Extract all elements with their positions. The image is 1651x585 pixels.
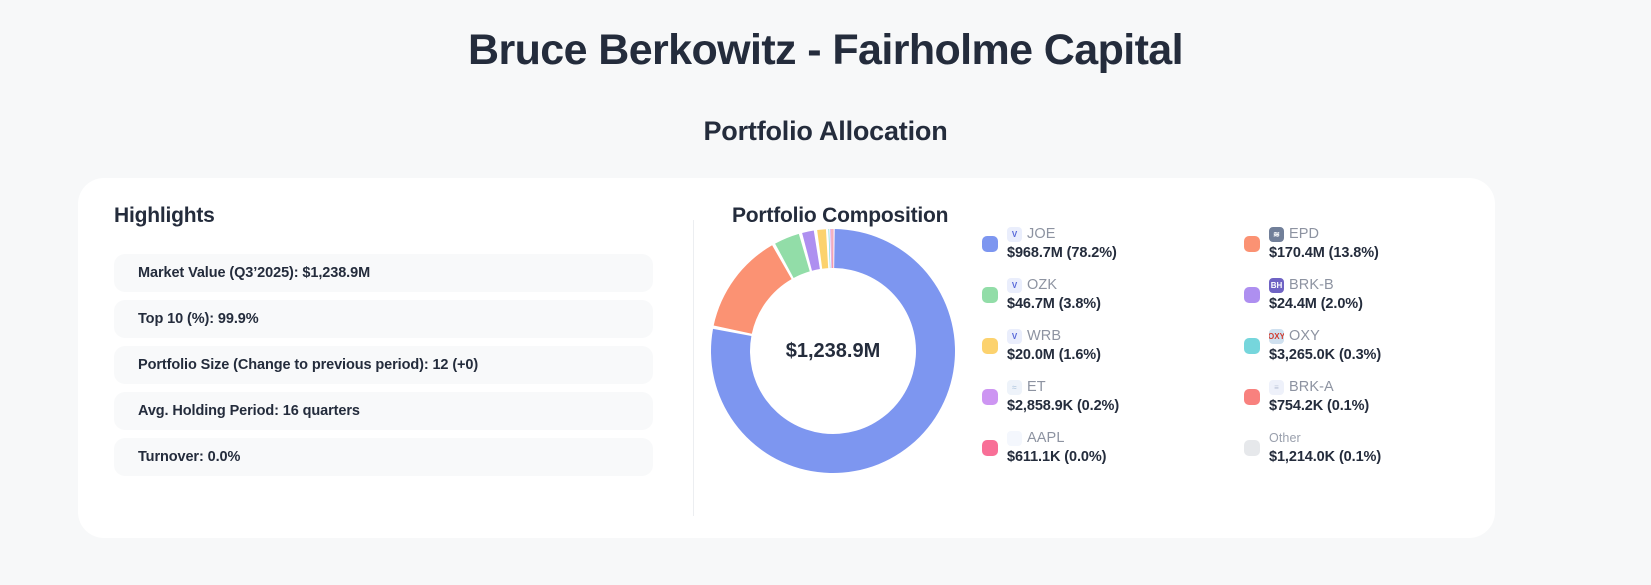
legend-ticker-label: Other [1269, 431, 1301, 445]
legend-value-label: $1,214.0K (0.1%) [1269, 449, 1382, 465]
legend-value-label: $3,265.0K (0.3%) [1269, 347, 1382, 363]
legend-value-label: $46.7M (3.8%) [1007, 296, 1101, 312]
legend-value-label: $20.0M (1.6%) [1007, 347, 1101, 363]
legend-item-ozk[interactable]: V OZK $46.7M (3.8%) [982, 275, 1240, 326]
et-logo-icon: ≈ [1007, 379, 1022, 395]
highlight-row: Turnover: 0.0% [114, 438, 653, 476]
legend-text: V OZK $46.7M (3.8%) [1007, 275, 1101, 312]
legend-item-aapl[interactable]: AAPL $611.1K (0.0%) [982, 428, 1240, 479]
legend-swatch [1244, 389, 1260, 405]
joe-logo-icon: V [1007, 226, 1022, 242]
legend-text: AAPL $611.1K (0.0%) [1007, 428, 1106, 465]
legend-item-wrb[interactable]: V WRB $20.0M (1.6%) [982, 326, 1240, 377]
legend-swatch [982, 389, 998, 405]
legend-text: ≡ BRK-A $754.2K (0.1%) [1269, 377, 1369, 414]
legend-ticker-row: V OZK [1007, 275, 1101, 295]
legend-ticker-row: BH BRK-B [1269, 275, 1363, 295]
legend-ticker-label: OXY [1289, 328, 1320, 344]
legend-ticker-row: Other [1269, 428, 1381, 448]
donut-segment-et[interactable] [830, 229, 832, 269]
legend-text: Other $1,214.0K (0.1%) [1269, 428, 1381, 465]
legend-text: V WRB $20.0M (1.6%) [1007, 326, 1101, 363]
donut-segment-brk-a[interactable] [831, 229, 833, 269]
donut-segment-epd[interactable] [713, 245, 792, 334]
legend-swatch [1244, 338, 1260, 354]
composition-panel: Portfolio Composition $1,238.9M V JOE $968… [694, 178, 1495, 538]
composition-heading: Portfolio Composition [732, 204, 949, 227]
ozk-logo-icon: V [1007, 277, 1022, 293]
legend-swatch [1244, 287, 1260, 303]
highlight-row: Portfolio Size (Change to previous perio… [114, 346, 653, 384]
wrb-logo-icon: V [1007, 328, 1022, 344]
legend-ticker-row: V WRB [1007, 326, 1101, 346]
highlight-row: Top 10 (%): 99.9% [114, 300, 653, 338]
legend-ticker-row: V JOE [1007, 224, 1117, 244]
legend-value-label: $2,858.9K (0.2%) [1007, 398, 1120, 414]
highlight-row: Avg. Holding Period: 16 quarters [114, 392, 653, 430]
legend-value-label: $968.7M (78.2%) [1007, 245, 1117, 261]
legend-text: ≈ ET $2,858.9K (0.2%) [1007, 377, 1119, 414]
legend-ticker-row: ≡ BRK-A [1269, 377, 1369, 397]
legend-ticker-label: BRK-A [1289, 379, 1334, 395]
legend-swatch [982, 338, 998, 354]
legend-ticker-label: AAPL [1027, 430, 1065, 446]
brkb-logo-icon: BH [1269, 277, 1284, 293]
legend-item-joe[interactable]: V JOE $968.7M (78.2%) [982, 224, 1240, 275]
highlight-row: Market Value (Q3’2025): $1,238.9M [114, 254, 653, 292]
legend-item-oxy[interactable]: OXY OXY $3,265.0K (0.3%) [1244, 326, 1502, 377]
legend-text: OXY OXY $3,265.0K (0.3%) [1269, 326, 1381, 363]
page-title: Bruce Berkowitz - Fairholme Capital [468, 26, 1184, 74]
legend-ticker-label: JOE [1027, 226, 1056, 242]
donut-chart-svg [711, 229, 955, 473]
donut-segment-joe[interactable] [711, 229, 955, 473]
legend-ticker-row: ≋ EPD [1269, 224, 1379, 244]
highlights-heading: Highlights [114, 204, 215, 227]
legend-ticker-row: ≈ ET [1007, 377, 1119, 397]
highlights-panel: Highlights Market Value (Q3’2025): $1,23… [78, 178, 693, 538]
legend-item-et[interactable]: ≈ ET $2,858.9K (0.2%) [982, 377, 1240, 428]
legend-text: BH BRK-B $24.4M (2.0%) [1269, 275, 1363, 312]
legend-ticker-row: OXY OXY [1269, 326, 1381, 346]
legend-swatch [1244, 440, 1260, 456]
legend-item-other[interactable]: Other $1,214.0K (0.1%) [1244, 428, 1502, 479]
highlights-list: Market Value (Q3’2025): $1,238.9M Top 10 … [114, 254, 653, 476]
legend-value-label: $24.4M (2.0%) [1269, 296, 1363, 312]
legend-item-epd[interactable]: ≋ EPD $170.4M (13.8%) [1244, 224, 1502, 275]
legend-text: V JOE $968.7M (78.2%) [1007, 224, 1117, 261]
brka-logo-icon: ≡ [1269, 379, 1284, 395]
legend-text: ≋ EPD $170.4M (13.8%) [1269, 224, 1379, 261]
legend-item-brk-a[interactable]: ≡ BRK-A $754.2K (0.1%) [1244, 377, 1502, 428]
legend-value-label: $611.1K (0.0%) [1007, 449, 1107, 465]
main-card: Highlights Market Value (Q3’2025): $1,23… [78, 178, 1495, 538]
legend-swatch [982, 236, 998, 252]
legend-ticker-label: BRK-B [1289, 277, 1334, 293]
aapl-logo-icon [1007, 430, 1022, 446]
legend-ticker-label: EPD [1289, 226, 1320, 242]
legend-swatch [1244, 236, 1260, 252]
epd-logo-icon: ≋ [1269, 226, 1284, 242]
legend-value-label: $170.4M (13.8%) [1269, 245, 1379, 261]
legend-swatch [982, 287, 998, 303]
legend-ticker-label: ET [1027, 379, 1046, 395]
legend-ticker-label: WRB [1027, 328, 1062, 344]
donut-segment-brk-b[interactable] [802, 230, 820, 271]
legend-value-label: $754.2K (0.1%) [1269, 398, 1370, 414]
legend-swatch [982, 440, 998, 456]
legend-ticker-row: AAPL [1007, 428, 1106, 448]
donut-segment-wrb[interactable] [817, 229, 829, 269]
chart-legend: V JOE $968.7M (78.2%) ≋ EPD $170.4M (13.8%) V O… [982, 224, 1502, 479]
panel-divider [693, 220, 694, 516]
oxy-logo-icon: OXY [1269, 328, 1284, 344]
legend-item-brk-b[interactable]: BH BRK-B $24.4M (2.0%) [1244, 275, 1502, 326]
donut-segment-aapl[interactable] [832, 229, 834, 269]
donut-segment-ozk[interactable] [775, 233, 810, 278]
legend-ticker-label: OZK [1027, 277, 1058, 293]
donut-segment-oxy[interactable] [828, 229, 831, 269]
donut-chart[interactable]: $1,238.9M [702, 220, 964, 482]
page-subtitle: Portfolio Allocation [703, 116, 948, 146]
